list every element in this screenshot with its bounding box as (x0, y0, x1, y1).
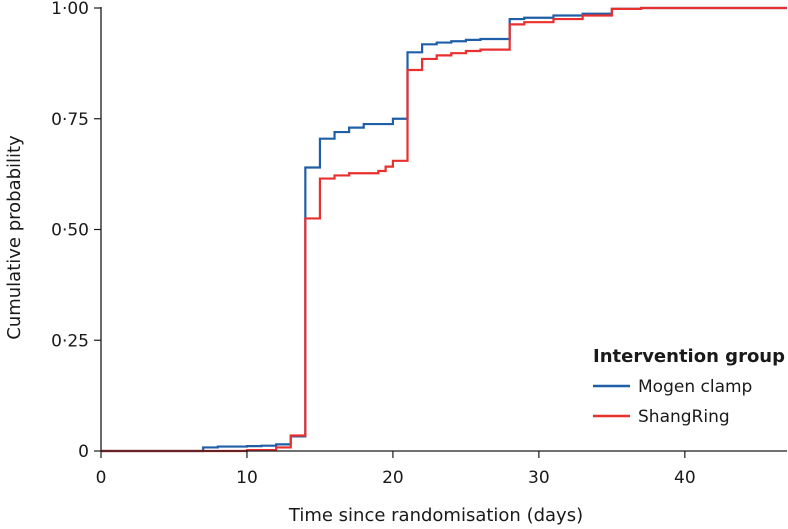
y-tick-label: 0·75 (51, 110, 89, 130)
series-line-shangring (101, 6, 787, 453)
x-axis-title: Time since randomisation (days) (288, 505, 583, 526)
x-tick-label: 20 (382, 468, 404, 488)
series-line-mogen-clamp (101, 6, 787, 453)
legend: Intervention group Mogen clamp ShangRing (593, 346, 785, 427)
x-tick-label: 0 (96, 468, 107, 488)
y-tick-label: 0·50 (51, 221, 89, 241)
y-tick-label: 0 (78, 442, 89, 462)
x-tick-label: 10 (236, 468, 258, 488)
x-tick-label: 40 (674, 468, 696, 488)
legend-label: Mogen clamp (638, 377, 752, 397)
legend-label: ShangRing (638, 407, 730, 427)
x-tick-label: 30 (528, 468, 550, 488)
y-tick-label: 1·00 (51, 0, 89, 19)
y-axis-title: Cumulative probability (4, 135, 25, 340)
legend-title: Intervention group (593, 346, 785, 367)
y-tick-label: 0·25 (51, 331, 89, 351)
